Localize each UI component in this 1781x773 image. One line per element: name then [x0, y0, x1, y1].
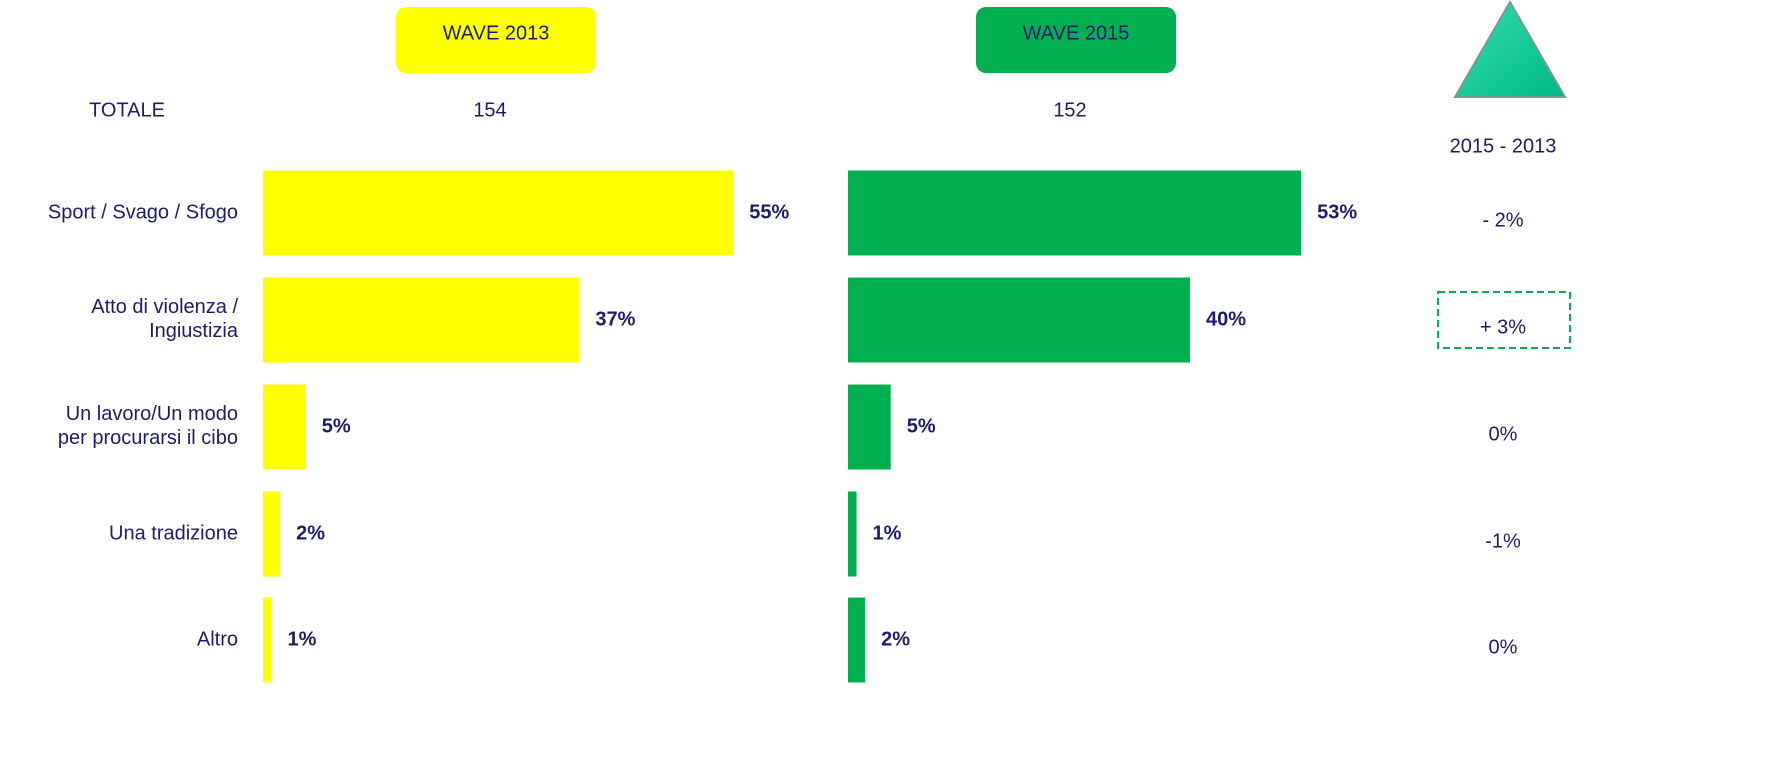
bar [848, 597, 866, 683]
category-label: Atto di violenza / Ingiustizia [91, 296, 239, 342]
value-label: 40% [1206, 308, 1246, 330]
bar [263, 597, 272, 683]
bar [263, 491, 281, 577]
value-label: 5% [322, 415, 351, 437]
wave-header: WAVE 2013 [443, 22, 550, 44]
value-label: 53% [1317, 201, 1357, 223]
delta-icon [1453, 0, 1567, 98]
difference-label: 0% [1489, 423, 1518, 445]
difference-label: 0% [1489, 636, 1518, 658]
value-label: 37% [595, 308, 635, 330]
category-label: Sport / Svago / Sfogo [48, 201, 238, 223]
value-label: 2% [296, 522, 325, 544]
category-label: Altro [197, 628, 238, 650]
value-label: 5% [907, 415, 936, 437]
bar [848, 277, 1190, 363]
wave-header: WAVE 2015 [1023, 22, 1130, 44]
total-label: TOTALE [89, 99, 165, 121]
bar [848, 384, 891, 470]
bar [848, 170, 1302, 256]
value-label: 1% [873, 522, 902, 544]
bar [263, 384, 306, 470]
bar [263, 277, 580, 363]
base-count: 152 [1053, 99, 1086, 121]
category-label: Una tradizione [109, 522, 238, 544]
value-label: 1% [288, 628, 317, 650]
wave-header-box [396, 7, 596, 73]
difference-title: 2015 - 2013 [1450, 135, 1557, 157]
value-label: 2% [881, 628, 910, 650]
wave-header-box [976, 7, 1176, 73]
difference-label: - 2% [1482, 209, 1523, 231]
base-count: 154 [473, 99, 506, 121]
value-label: 55% [749, 201, 789, 223]
difference-label: -1% [1485, 530, 1521, 552]
bar [848, 491, 857, 577]
category-label: Un lavoro/Un modo per procurarsi il cibo [58, 403, 238, 449]
difference-label: + 3% [1480, 316, 1526, 338]
bar [263, 170, 734, 256]
highlight-box [1437, 291, 1571, 349]
